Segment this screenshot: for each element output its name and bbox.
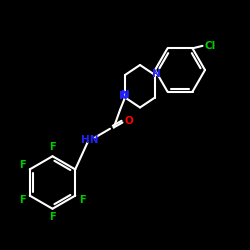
- Text: F: F: [49, 212, 56, 222]
- Text: O: O: [124, 116, 133, 126]
- Text: N: N: [120, 90, 130, 100]
- Text: F: F: [80, 195, 86, 205]
- Text: F: F: [19, 160, 26, 170]
- Text: N: N: [152, 69, 160, 79]
- Text: Cl: Cl: [204, 41, 216, 51]
- Text: F: F: [19, 195, 26, 205]
- Text: N: N: [120, 91, 128, 101]
- Text: F: F: [49, 142, 56, 152]
- Text: HN: HN: [81, 135, 99, 145]
